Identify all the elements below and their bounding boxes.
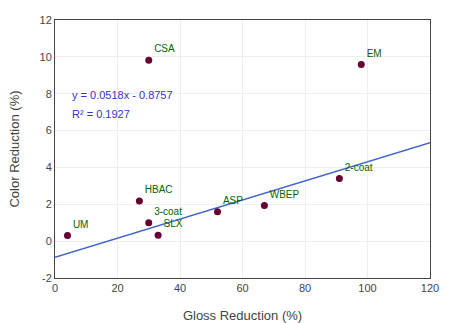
svg-text:80: 80 <box>299 282 311 294</box>
svg-text:12: 12 <box>40 14 52 26</box>
svg-text:2-coat: 2-coat <box>345 162 373 173</box>
svg-text:20: 20 <box>111 282 123 294</box>
svg-text:UM: UM <box>73 219 89 230</box>
svg-text:0: 0 <box>52 282 58 294</box>
svg-text:2: 2 <box>46 198 52 210</box>
svg-text:0: 0 <box>46 235 52 247</box>
svg-text:EM: EM <box>367 48 382 59</box>
svg-text:CSA: CSA <box>154 43 175 54</box>
svg-text:Color Reduction (%): Color Reduction (%) <box>7 90 22 207</box>
svg-text:-2: -2 <box>42 272 52 284</box>
svg-text:y = 0.0518x - 0.8757: y = 0.0518x - 0.8757 <box>72 89 173 101</box>
svg-text:10: 10 <box>40 51 52 63</box>
svg-text:R² = 0.1927: R² = 0.1927 <box>72 108 130 120</box>
svg-text:3-coat: 3-coat <box>154 206 182 217</box>
svg-text:120: 120 <box>421 282 439 294</box>
svg-text:4: 4 <box>46 161 52 173</box>
svg-text:HBAC: HBAC <box>145 184 173 195</box>
svg-text:6: 6 <box>46 124 52 136</box>
svg-text:8: 8 <box>46 88 52 100</box>
svg-text:WBEP: WBEP <box>270 189 300 200</box>
svg-text:60: 60 <box>236 282 248 294</box>
svg-text:100: 100 <box>358 282 376 294</box>
svg-text:40: 40 <box>174 282 186 294</box>
svg-text:SLX: SLX <box>164 218 183 229</box>
svg-text:Gloss Reduction (%): Gloss Reduction (%) <box>183 308 302 323</box>
svg-text:ASP: ASP <box>223 195 243 206</box>
